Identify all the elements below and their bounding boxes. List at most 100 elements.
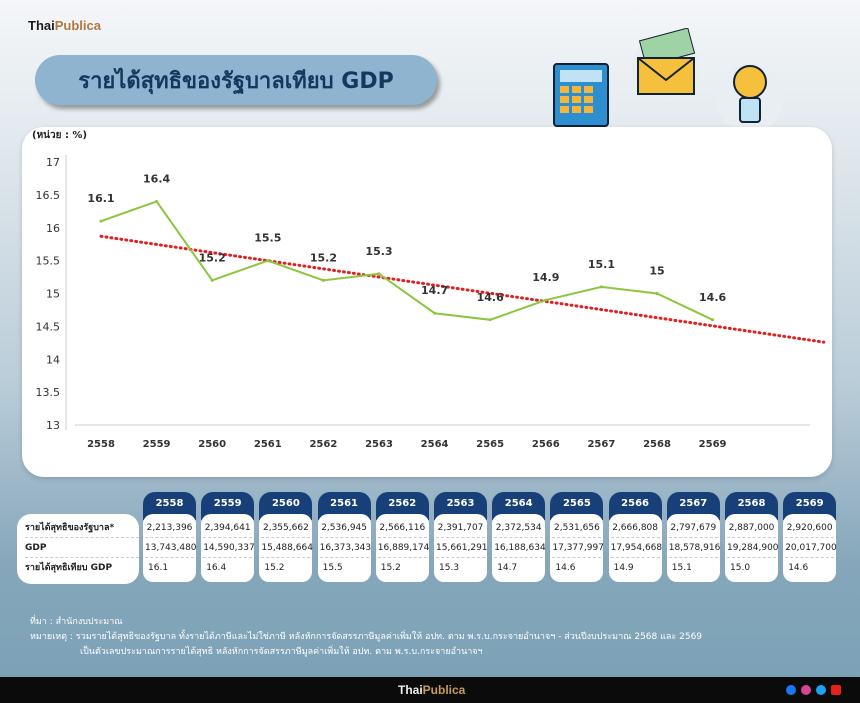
- x-tick-label: 2559: [143, 439, 171, 450]
- table-column-2558: 2558 2,213,396 13,743,480 16.1: [143, 492, 197, 582]
- x-tick-label: 2565: [476, 439, 504, 450]
- column-body: 2,566,116 16,889,174 15.2: [375, 514, 429, 582]
- data-point: [155, 199, 159, 203]
- revenue-cell: 2,213,396: [145, 518, 194, 538]
- facebook-icon[interactable]: [786, 685, 796, 695]
- column-body: 2,887,000 19,284,900 15.0: [725, 514, 779, 582]
- x-tick-label: 2564: [421, 439, 449, 450]
- x-tick-label: 2562: [309, 439, 337, 450]
- instagram-icon[interactable]: [801, 685, 811, 695]
- data-point: [321, 278, 325, 282]
- column-body: 2,666,808 17,954,668 14.9: [608, 514, 662, 582]
- ratio-cell: 15.5: [322, 563, 343, 573]
- column-body: 2,391,707 15,661,291 15.3: [434, 514, 488, 582]
- ratio-cell: 15.1: [671, 563, 692, 573]
- data-point: [711, 318, 715, 322]
- ratio-cell: 14.7: [497, 563, 518, 573]
- data-point: [377, 272, 381, 276]
- y-tick-label: 13: [46, 419, 60, 432]
- gdp-cell: 13,743,480: [145, 538, 197, 558]
- x-tick-label: 2566: [532, 439, 560, 450]
- table-column-2568: 2568 2,887,000 19,284,900 15.0: [725, 492, 779, 582]
- y-tick-label: 15: [46, 288, 60, 301]
- x-tick-label: 2560: [198, 439, 226, 450]
- revenue-cell: 2,920,600: [785, 518, 835, 538]
- row-label-revenue: รายได้สุทธิของรัฐบาล*: [25, 518, 139, 538]
- data-label: 16.1: [87, 192, 114, 205]
- table-column-2563: 2563 2,391,707 15,661,291 15.3: [434, 492, 488, 582]
- table-column-2562: 2562 2,566,116 16,889,174 15.2: [375, 492, 429, 582]
- logo-thai: Thai: [28, 18, 55, 33]
- gdp-cell: 15,661,291: [436, 538, 488, 558]
- column-body: 2,394,641 14,590,337 16.4: [201, 514, 255, 582]
- revenue-cell: 2,566,116: [377, 518, 427, 538]
- column-body: 2,920,600 20,017,700 14.6: [783, 514, 837, 582]
- table-column-2560: 2560 2,355,662 15,488,664 15.2: [259, 492, 313, 582]
- row-label-gdp: GDP: [25, 538, 139, 558]
- data-point: [99, 219, 103, 223]
- table-column-2569: 2569 2,920,600 20,017,700 14.6: [783, 492, 837, 582]
- footer: [0, 677, 860, 703]
- data-point: [599, 285, 603, 289]
- lightbulb-coin-icon: [716, 64, 784, 132]
- data-point: [488, 318, 492, 322]
- revenue-cell: 2,531,656: [552, 518, 602, 538]
- gdp-cell: 16,373,343: [319, 538, 371, 558]
- table-column-2565: 2565 2,531,656 17,377,997 14.6: [550, 492, 604, 582]
- data-label: 14.6: [477, 291, 504, 304]
- data-label: 14.6: [699, 291, 726, 304]
- revenue-cell: 2,355,662: [261, 518, 311, 538]
- gdp-cell: 20,017,700: [785, 538, 837, 558]
- table-column-2559: 2559 2,394,641 14,590,337 16.4: [201, 492, 255, 582]
- gdp-cell: 16,188,634: [494, 538, 546, 558]
- table-column-2564: 2564 2,372,534 16,188,634 14.7: [492, 492, 546, 582]
- revenue-cell: 2,536,945: [319, 518, 369, 538]
- column-body: 2,536,945 16,373,343 15.5: [317, 514, 371, 582]
- gdp-cell: 15,488,664: [261, 538, 313, 558]
- revenue-cell: 2,394,641: [203, 518, 253, 538]
- revenue-cell: 2,391,707: [436, 518, 485, 538]
- x-tick-label: 2568: [643, 439, 671, 450]
- data-label: 16.4: [143, 172, 170, 185]
- thaipublica-logo: ThaiPublica: [28, 18, 101, 33]
- chart-card: [22, 127, 832, 477]
- y-tick-label: 16.5: [36, 189, 61, 202]
- table-column-2567: 2567 2,797,679 18,578,916 15.1: [666, 492, 720, 582]
- x-tick-label: 2569: [699, 439, 727, 450]
- ratio-cell: 15.0: [730, 563, 751, 573]
- y-tick-label: 16: [46, 222, 60, 235]
- revenue-cell: 2,372,534: [494, 518, 544, 538]
- youtube-icon[interactable]: [831, 685, 841, 695]
- y-tick-label: 17: [46, 156, 60, 169]
- trendline: [99, 234, 826, 344]
- y-tick-label: 14: [46, 353, 60, 366]
- gdp-cell: 14,590,337: [203, 538, 255, 558]
- y-tick-label: 14.5: [36, 320, 61, 333]
- gdp-cell: 18,578,916: [668, 538, 720, 558]
- revenue-cell: 2,666,808: [610, 518, 660, 538]
- data-label: 15.5: [254, 232, 281, 245]
- series-line: [100, 200, 714, 321]
- ratio-cell: 14.6: [555, 563, 576, 573]
- column-body: 2,355,662 15,488,664 15.2: [259, 514, 313, 582]
- line-chart: 17 16.5 16 15.5 15 14.5 14 13.5 13 2558 2559 2560 25…: [36, 155, 826, 450]
- logo-publica: Publica: [54, 18, 101, 33]
- notes: ที่มา : สำนักงบประมาณ หมายเหตุ : รวมรายไ…: [30, 615, 702, 660]
- ratio-cell: 16.4: [206, 563, 227, 573]
- data-point: [433, 311, 437, 315]
- table-column-2561: 2561 2,536,945 16,373,343 15.5: [317, 492, 371, 582]
- data-point: [544, 298, 548, 302]
- column-body: 2,531,656 17,377,997 14.6: [550, 514, 604, 582]
- envelope-money-icon: [632, 28, 700, 102]
- ratio-cell: 15.2: [380, 563, 401, 573]
- column-body: 2,213,396 13,743,480 16.1: [143, 514, 197, 582]
- data-label: 15: [649, 265, 664, 278]
- logo-thai: Thai: [398, 683, 423, 697]
- ratio-cell: 14.9: [613, 563, 634, 573]
- x-tick-label: 2563: [365, 439, 393, 450]
- data-point: [266, 259, 270, 263]
- x-tick-label: 2567: [587, 439, 615, 450]
- calculator-icon: [553, 63, 609, 127]
- data-label: 15.3: [365, 245, 392, 258]
- twitter-icon[interactable]: [816, 685, 826, 695]
